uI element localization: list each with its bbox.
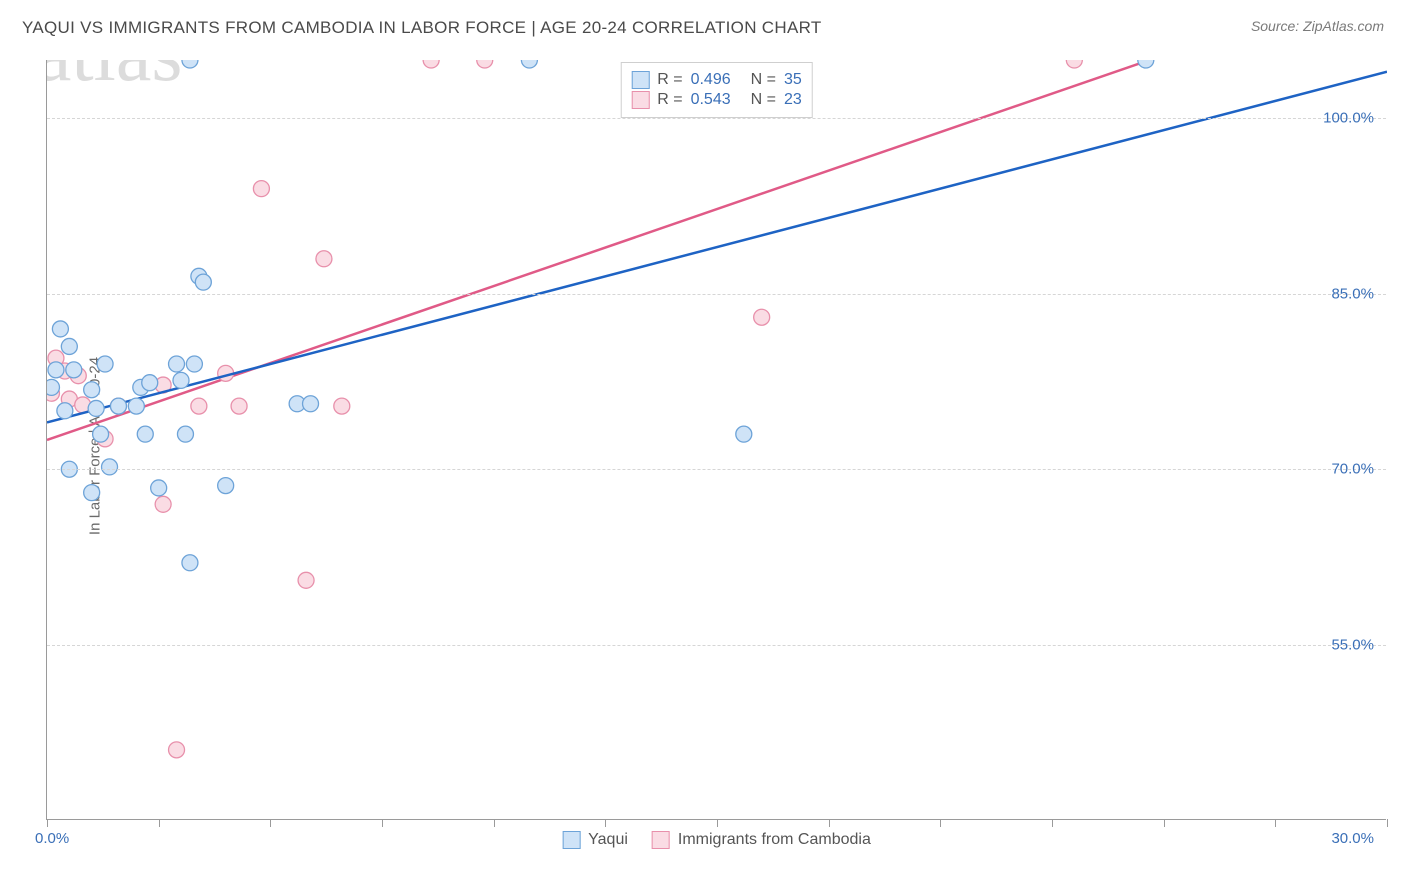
x-tick — [717, 819, 718, 827]
watermark: ZIPatlas — [47, 60, 182, 98]
data-point — [477, 60, 493, 68]
legend-item-series2: Immigrants from Cambodia — [652, 831, 871, 849]
x-axis-max-label: 30.0% — [1331, 830, 1374, 847]
data-point — [155, 496, 171, 512]
x-tick — [1387, 819, 1388, 827]
x-tick — [1164, 819, 1165, 827]
data-point — [88, 400, 104, 416]
y-tick-label: 55.0% — [1331, 636, 1374, 653]
gridline — [47, 118, 1386, 119]
data-point — [191, 398, 207, 414]
data-point — [316, 251, 332, 267]
data-point — [182, 555, 198, 571]
legend-n-prefix: N = — [751, 71, 776, 89]
legend-item-series1: Yaqui — [562, 831, 628, 849]
data-point — [182, 60, 198, 68]
data-point — [142, 375, 158, 391]
legend-r-prefix: R = — [657, 71, 682, 89]
swatch-series1-icon — [562, 831, 580, 849]
data-point — [61, 338, 77, 354]
data-point — [521, 60, 537, 68]
data-point — [84, 485, 100, 501]
data-point — [231, 398, 247, 414]
data-point — [218, 478, 234, 494]
swatch-series1-icon — [631, 71, 649, 89]
legend-n-prefix: N = — [751, 91, 776, 109]
data-point — [173, 372, 189, 388]
x-tick — [605, 819, 606, 827]
x-tick — [1052, 819, 1053, 827]
legend-series1-name: Yaqui — [588, 831, 628, 849]
data-point — [84, 382, 100, 398]
x-tick — [829, 819, 830, 827]
data-point — [1138, 60, 1154, 68]
data-point — [169, 356, 185, 372]
data-point — [754, 309, 770, 325]
x-tick — [494, 819, 495, 827]
gridline — [47, 469, 1386, 470]
data-point — [66, 362, 82, 378]
plot-wrap: ZIPatlas R = 0.496 N = 35 R = 0.543 N = … — [46, 60, 1386, 820]
x-tick — [159, 819, 160, 827]
data-point — [334, 398, 350, 414]
legend-correlation: R = 0.496 N = 35 R = 0.543 N = 23 — [620, 62, 813, 118]
data-point — [253, 181, 269, 197]
legend-series: Yaqui Immigrants from Cambodia — [562, 831, 871, 849]
data-point — [169, 742, 185, 758]
legend-series1-r: 0.496 — [691, 71, 731, 89]
plot-area: ZIPatlas R = 0.496 N = 35 R = 0.543 N = … — [46, 60, 1386, 820]
legend-series2-n: 23 — [784, 91, 802, 109]
x-tick — [382, 819, 383, 827]
x-tick — [940, 819, 941, 827]
x-tick — [1275, 819, 1276, 827]
data-point — [48, 362, 64, 378]
data-point — [110, 398, 126, 414]
x-tick — [270, 819, 271, 827]
data-point — [423, 60, 439, 68]
gridline — [47, 645, 1386, 646]
legend-series1-n: 35 — [784, 71, 802, 89]
swatch-series2-icon — [652, 831, 670, 849]
y-tick-label: 100.0% — [1323, 110, 1374, 127]
swatch-series2-icon — [631, 91, 649, 109]
x-tick — [47, 819, 48, 827]
legend-row-series2: R = 0.543 N = 23 — [631, 91, 802, 109]
data-point — [97, 356, 113, 372]
data-point — [93, 426, 109, 442]
legend-row-series1: R = 0.496 N = 35 — [631, 71, 802, 89]
data-point — [128, 398, 144, 414]
x-axis-min-label: 0.0% — [35, 830, 69, 847]
data-point — [177, 426, 193, 442]
legend-series2-name: Immigrants from Cambodia — [678, 831, 871, 849]
chart-title: YAQUI VS IMMIGRANTS FROM CAMBODIA IN LAB… — [22, 18, 822, 38]
y-tick-label: 85.0% — [1331, 285, 1374, 302]
regression-line — [47, 72, 1387, 423]
legend-series2-r: 0.543 — [691, 91, 731, 109]
data-point — [303, 396, 319, 412]
data-point — [57, 403, 73, 419]
data-point — [102, 459, 118, 475]
regression-line — [47, 60, 1150, 440]
chart-source: Source: ZipAtlas.com — [1251, 18, 1384, 34]
data-point — [151, 480, 167, 496]
legend-r-prefix: R = — [657, 91, 682, 109]
scatter-svg: ZIPatlas — [47, 60, 1387, 820]
watermark-atlas: atlas — [47, 60, 182, 98]
data-point — [1066, 60, 1082, 68]
gridline — [47, 294, 1386, 295]
data-point — [137, 426, 153, 442]
chart-header: YAQUI VS IMMIGRANTS FROM CAMBODIA IN LAB… — [0, 0, 1406, 48]
y-tick-label: 70.0% — [1331, 461, 1374, 478]
data-point — [47, 379, 59, 395]
data-point — [298, 572, 314, 588]
data-point — [736, 426, 752, 442]
data-point — [52, 321, 68, 337]
data-point — [195, 274, 211, 290]
data-point — [186, 356, 202, 372]
